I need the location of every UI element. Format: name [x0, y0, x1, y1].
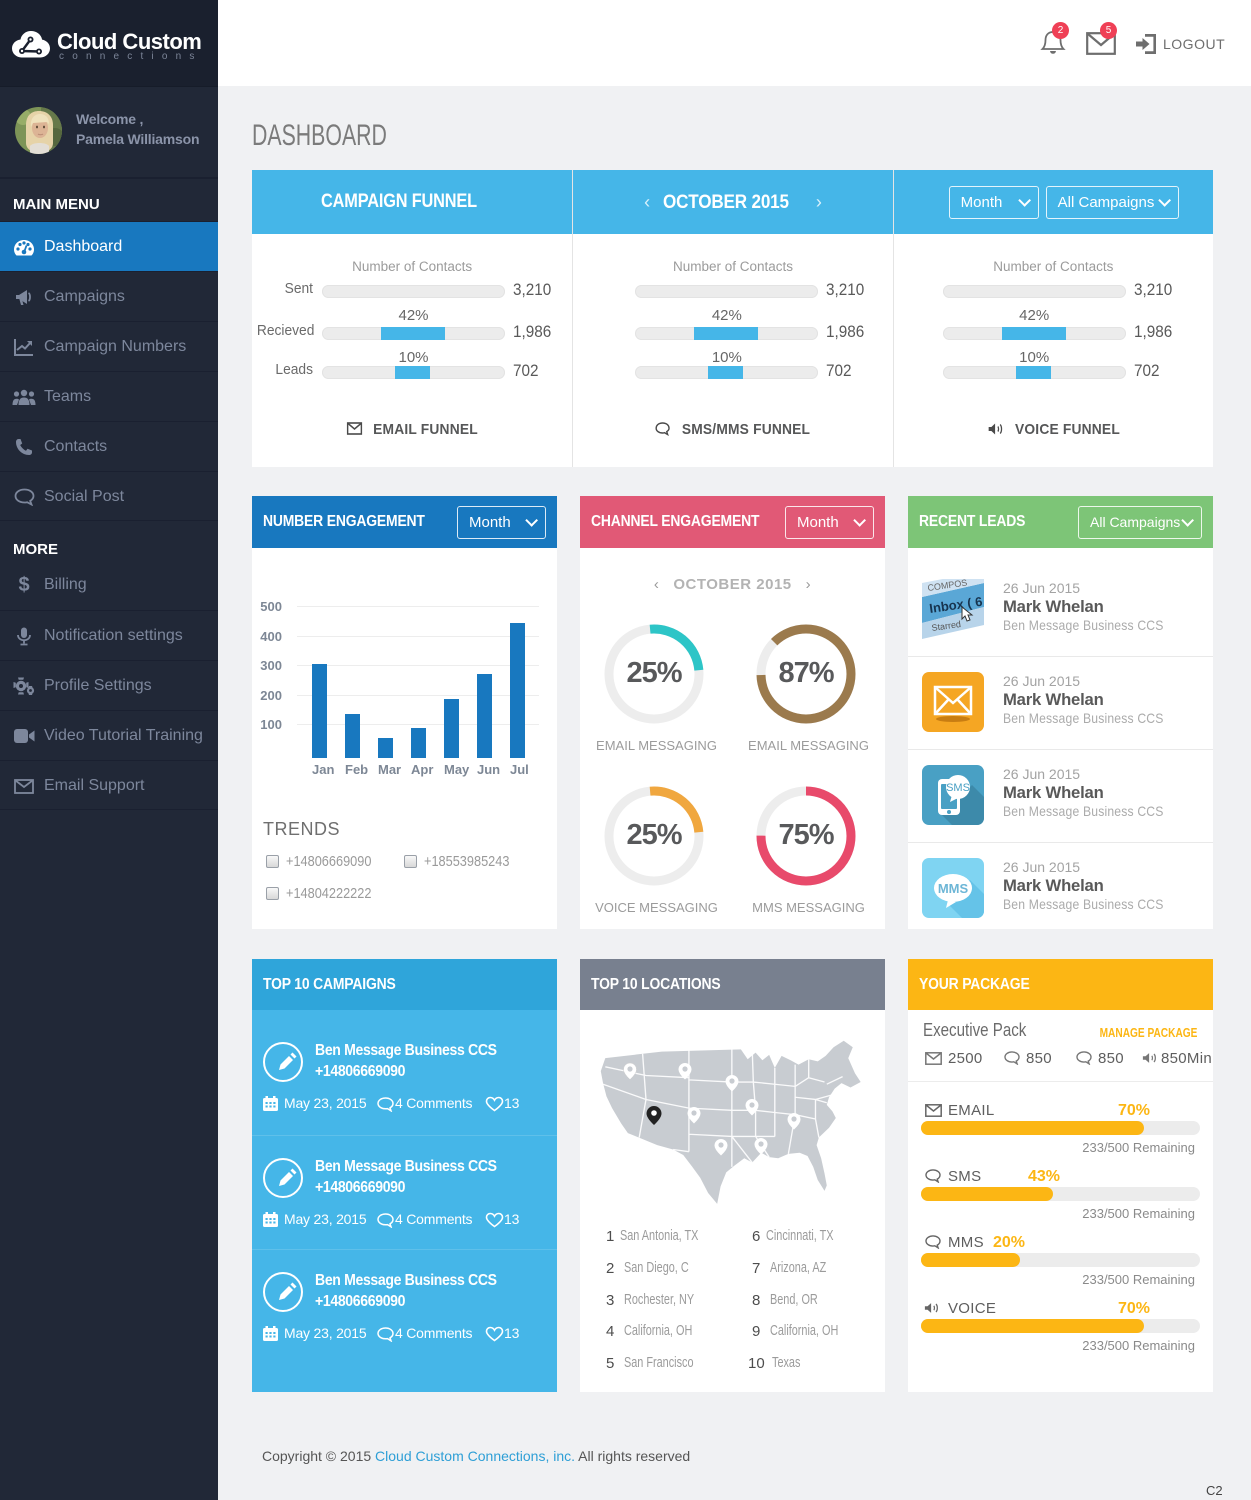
- svg-text:SMS: SMS: [946, 782, 970, 794]
- svg-text:MMS: MMS: [938, 881, 969, 896]
- svg-text:Starred: Starred: [931, 619, 962, 633]
